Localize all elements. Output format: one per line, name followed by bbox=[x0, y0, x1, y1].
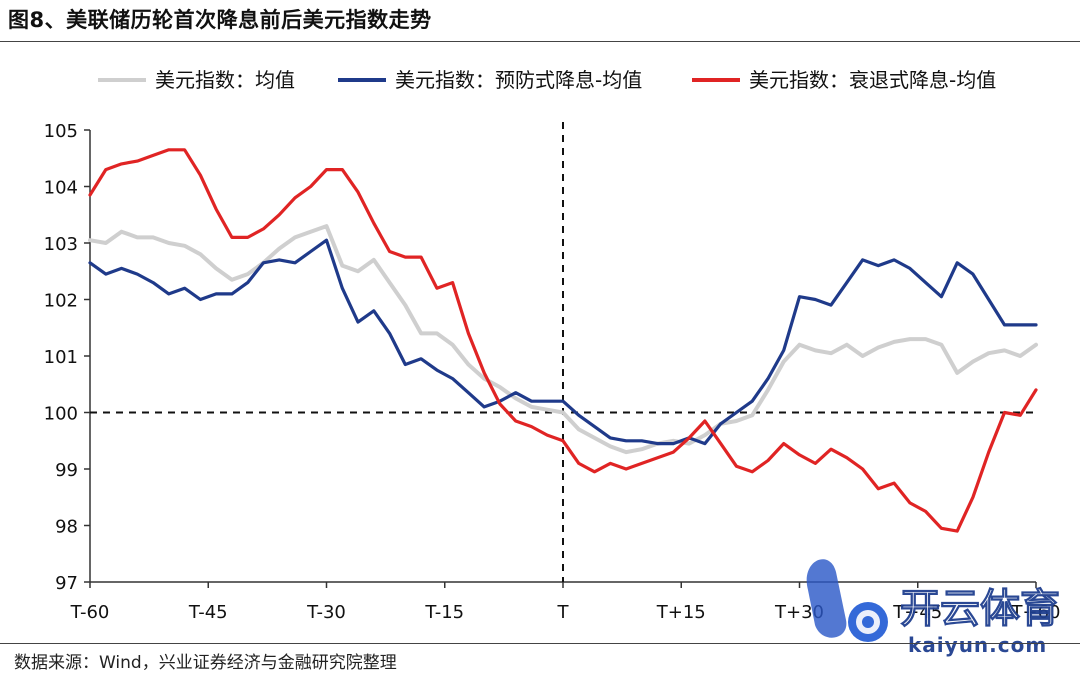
y-tick-label: 105 bbox=[44, 121, 78, 142]
y-tick-label: 98 bbox=[55, 517, 78, 538]
legend-label-gray: 美元指数：均值 bbox=[155, 68, 295, 92]
x-tick-label: T+15 bbox=[656, 602, 706, 623]
legend-label-red: 美元指数：衰退式降息-均值 bbox=[749, 68, 996, 92]
x-tick-label: T bbox=[557, 602, 570, 623]
chart-title: 图8、美联储历轮首次降息前后美元指数走势 bbox=[8, 8, 432, 32]
y-ticks: 97 98 99 100 101 102 103 104 105 bbox=[44, 121, 90, 594]
x-tick-label: T-15 bbox=[424, 602, 464, 623]
series-line-mean bbox=[88, 224, 1038, 455]
legend: 美元指数：均值 美元指数：预防式降息-均值 美元指数：衰退式降息-均值 bbox=[98, 68, 996, 92]
x-ticks: T-60 T-45 T-30 T-15 T T+15 T+30 T+45 T+60 bbox=[70, 582, 1061, 623]
bottom-divider bbox=[0, 643, 1080, 644]
series-layer bbox=[88, 148, 1038, 533]
watermark-brand: 开云体育 bbox=[900, 586, 1060, 632]
x-tick-label: T+60 bbox=[1011, 602, 1061, 623]
y-tick-label: 102 bbox=[44, 291, 78, 312]
soccer-ball-core bbox=[862, 616, 874, 628]
series-line-preventive bbox=[88, 238, 1038, 446]
y-tick-label: 100 bbox=[44, 404, 78, 425]
y-tick-label: 99 bbox=[55, 460, 78, 481]
reference-lines bbox=[90, 122, 1036, 582]
top-divider bbox=[0, 41, 1080, 42]
x-tick-label: T-45 bbox=[188, 602, 228, 623]
x-tick-label: T-60 bbox=[70, 602, 110, 623]
y-tick-label: 104 bbox=[44, 178, 78, 199]
y-tick-label: 103 bbox=[44, 234, 78, 255]
data-source: 数据来源：Wind，兴业证券经济与金融研究院整理 bbox=[14, 653, 397, 673]
logo-swoosh bbox=[806, 559, 847, 638]
legend-label-navy: 美元指数：预防式降息-均值 bbox=[395, 68, 642, 92]
x-tick-label: T-30 bbox=[306, 602, 346, 623]
y-tick-label: 97 bbox=[55, 573, 78, 594]
watermark-logo: 开云体育 kaiyun.com bbox=[806, 559, 1061, 657]
series-line-recession bbox=[88, 148, 1038, 533]
watermark-url: kaiyun.com bbox=[908, 633, 1047, 657]
y-tick-label: 101 bbox=[44, 347, 78, 368]
x-tick-label: T+45 bbox=[892, 602, 942, 623]
